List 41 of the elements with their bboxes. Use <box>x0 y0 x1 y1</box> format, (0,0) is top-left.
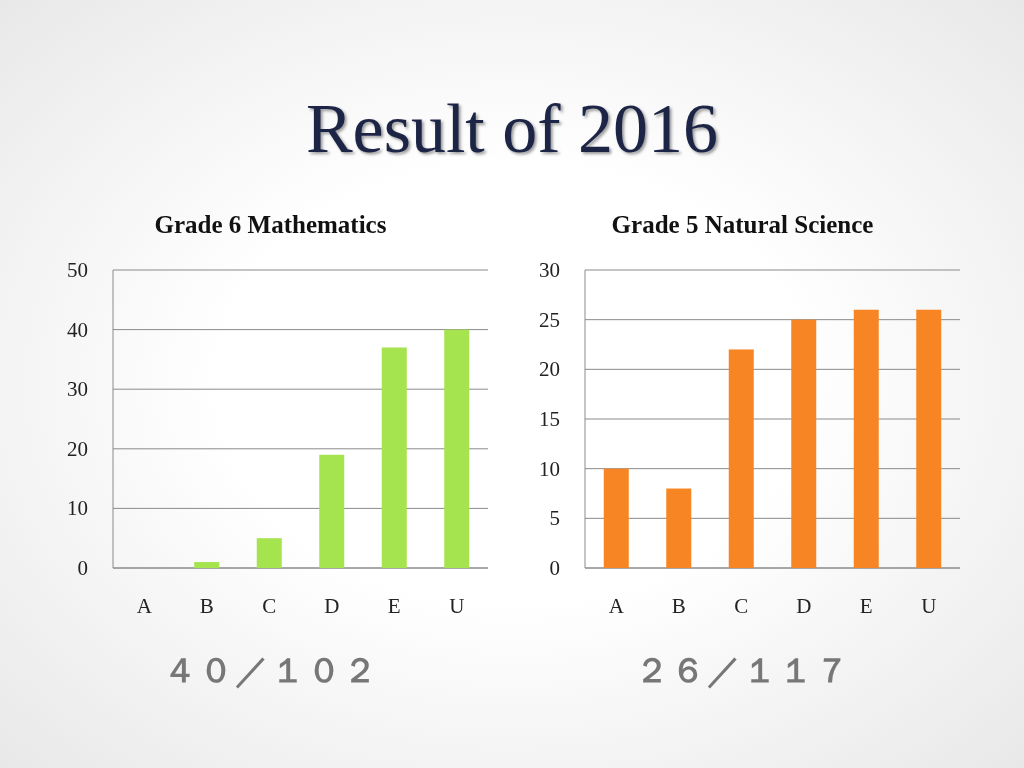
y-tick-label: 40 <box>67 317 88 342</box>
y-tick-label: 20 <box>539 357 560 382</box>
bar <box>791 319 817 568</box>
y-tick-label: 0 <box>549 556 560 580</box>
bar <box>256 538 282 568</box>
bar <box>728 349 754 568</box>
x-tick-label: U <box>449 594 465 618</box>
y-tick-label: 25 <box>539 307 560 332</box>
x-tick-label: B <box>671 594 686 618</box>
x-tick-label: A <box>608 594 625 618</box>
x-tick-label: B <box>199 594 214 618</box>
bar <box>444 329 470 568</box>
y-tick-label: 50 <box>67 258 88 282</box>
y-tick-label: 30 <box>67 377 88 402</box>
bar <box>194 562 220 568</box>
text: Result of 2016 <box>305 90 719 167</box>
x-tick-label: C <box>262 594 277 618</box>
x-tick-label: E <box>859 594 873 618</box>
y-tick-label: 15 <box>539 407 560 431</box>
x-tick-label: A <box>136 594 153 618</box>
text: ４０／１０２ <box>162 652 379 689</box>
y-tick-label: 10 <box>67 496 88 521</box>
text: ２６／１１７ <box>634 652 851 689</box>
x-tick-label: E <box>387 594 401 618</box>
bar <box>666 488 692 568</box>
x-tick-label: D <box>324 594 340 618</box>
bar <box>319 454 345 568</box>
bar <box>381 347 407 568</box>
chart-title: Grade 6 Mathematics <box>154 211 387 238</box>
y-tick-label: 10 <box>539 456 560 481</box>
y-tick-label: 30 <box>539 258 560 282</box>
x-tick-label: C <box>734 594 749 618</box>
bar <box>916 309 942 568</box>
x-tick-label: D <box>796 594 812 618</box>
y-tick-label: 5 <box>549 506 560 531</box>
chart-title: Grade 5 Natural Science <box>611 211 874 238</box>
bar <box>603 468 629 568</box>
y-tick-label: 20 <box>67 436 88 461</box>
bar <box>853 309 879 568</box>
y-tick-label: 0 <box>77 556 88 580</box>
x-tick-label: U <box>921 594 937 618</box>
